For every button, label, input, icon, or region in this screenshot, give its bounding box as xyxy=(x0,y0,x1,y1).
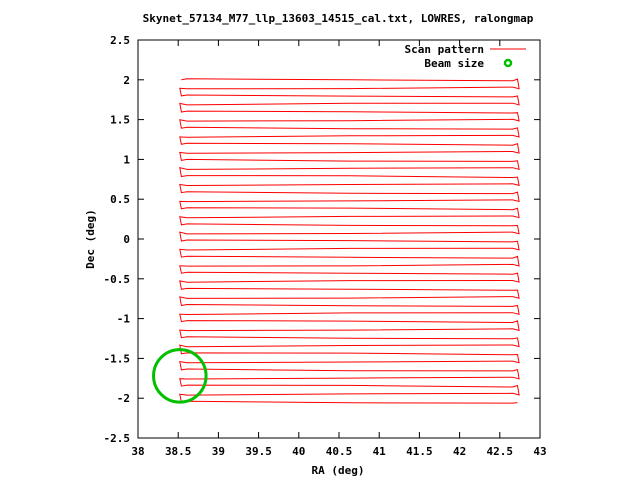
x-tick-label: 43 xyxy=(533,445,546,458)
y-axis-label: Dec (deg) xyxy=(84,209,97,269)
y-tick-label: 2.5 xyxy=(110,34,130,47)
y-tick-label: -1.5 xyxy=(104,352,131,365)
x-tick-label: 40.5 xyxy=(326,445,353,458)
y-tick-label: 1.5 xyxy=(110,114,130,127)
y-tick-label: -2 xyxy=(117,392,130,405)
x-tick-label: 42.5 xyxy=(487,445,514,458)
x-tick-label: 42 xyxy=(453,445,466,458)
scan-pattern-line xyxy=(179,78,520,404)
legend-label-beam-size: Beam size xyxy=(424,57,484,70)
scan-pattern-series xyxy=(179,78,520,404)
y-tick-label: -0.5 xyxy=(104,273,131,286)
x-tick-label: 38.5 xyxy=(165,445,192,458)
y-tick-label: 0.5 xyxy=(110,193,130,206)
x-tick-label: 39 xyxy=(212,445,225,458)
chart-title: Skynet_57134_M77_llp_13603_14515_cal.txt… xyxy=(143,12,534,25)
y-tick-label: -2.5 xyxy=(104,432,131,445)
y-tick-label: 0 xyxy=(123,233,130,246)
x-tick-label: 39.5 xyxy=(245,445,272,458)
beam-size-circle xyxy=(152,348,208,404)
x-tick-label: 38 xyxy=(131,445,144,458)
y-axis: -2.5 -2 -1.5 -1 -0.5 0 0.5 1 1.5 2 2.5 xyxy=(104,34,540,445)
x-tick-label: 40 xyxy=(292,445,305,458)
y-tick-label: 2 xyxy=(123,74,130,87)
legend: Scan pattern Beam size xyxy=(405,43,526,70)
y-tick-label: 1 xyxy=(123,153,130,166)
legend-label-scan-pattern: Scan pattern xyxy=(405,43,484,56)
legend-swatch-beam-size xyxy=(503,58,513,68)
x-axis: 38 38.5 39 39.5 40 40.5 41 41.5 42 42.5 43 xyxy=(131,40,547,458)
beam-size-series xyxy=(152,348,208,404)
x-tick-label: 41.5 xyxy=(406,445,433,458)
x-tick-label: 41 xyxy=(373,445,387,458)
y-tick-label: -1 xyxy=(117,313,131,326)
x-axis-label: RA (deg) xyxy=(312,464,365,477)
